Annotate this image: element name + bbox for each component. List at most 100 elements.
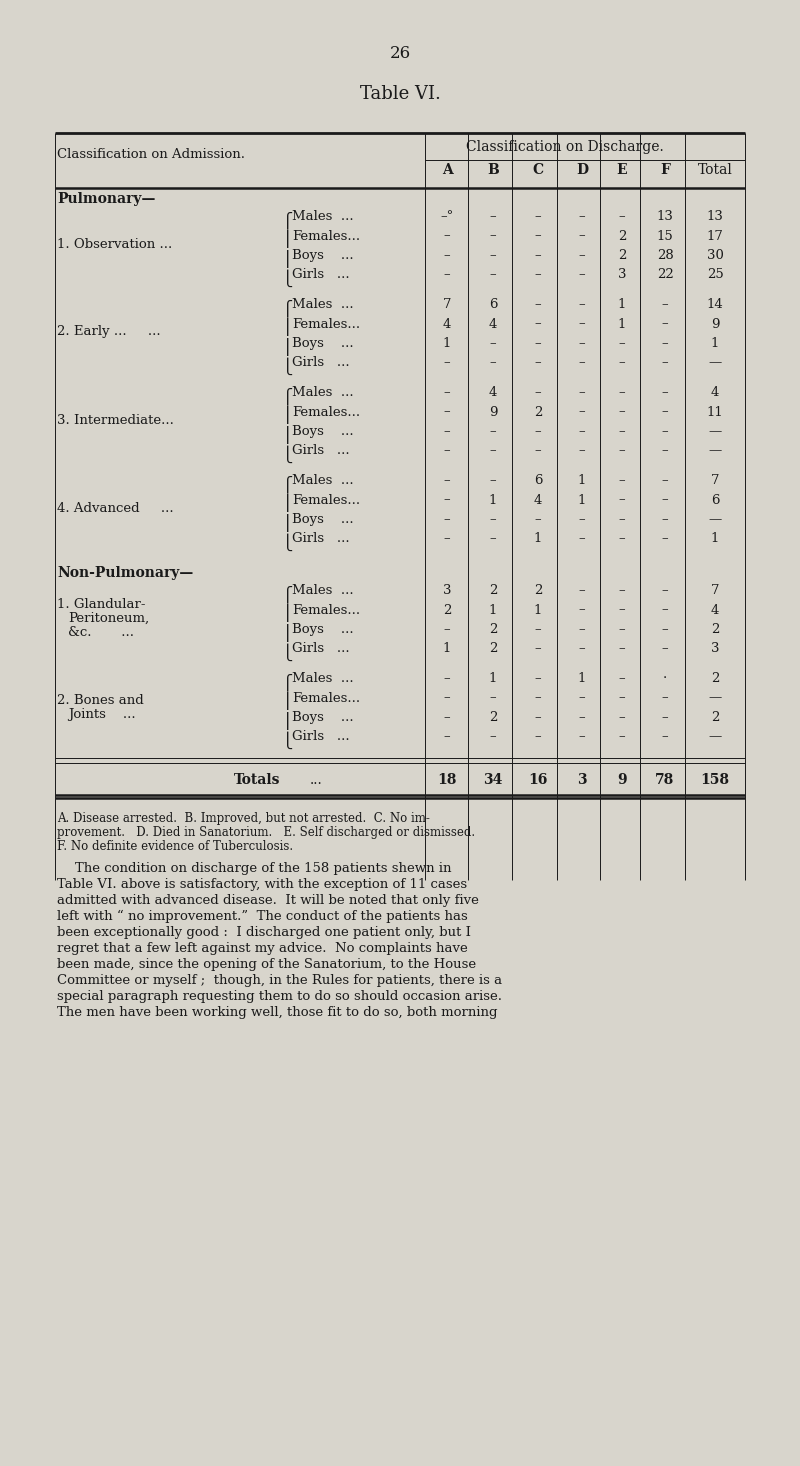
Text: –: – [444, 623, 450, 636]
Text: –: – [662, 730, 668, 743]
Text: –: – [534, 230, 542, 242]
Text: –: – [444, 386, 450, 399]
Text: —: — [708, 444, 722, 457]
Text: Males  ...: Males ... [292, 671, 354, 685]
Text: 1. Glandular-: 1. Glandular- [57, 598, 146, 611]
Text: ⎪: ⎪ [282, 604, 294, 623]
Text: 1: 1 [489, 604, 497, 617]
Text: 158: 158 [701, 773, 730, 787]
Text: –: – [618, 356, 626, 369]
Text: 4: 4 [489, 386, 497, 399]
Text: ⎧: ⎧ [282, 211, 294, 229]
Text: –: – [662, 623, 668, 636]
Text: 2: 2 [711, 671, 719, 685]
Text: –: – [534, 711, 542, 724]
Text: C: C [533, 163, 543, 177]
Text: –: – [618, 513, 626, 526]
Text: —: — [708, 692, 722, 705]
Text: Classification on Discharge.: Classification on Discharge. [466, 139, 664, 154]
Text: –: – [444, 692, 450, 705]
Text: Table VI.: Table VI. [359, 85, 441, 103]
Text: 4: 4 [534, 494, 542, 506]
Text: –: – [578, 356, 586, 369]
Text: 18: 18 [438, 773, 457, 787]
Text: ⎧: ⎧ [282, 387, 294, 405]
Text: A: A [442, 163, 452, 177]
Text: –: – [618, 494, 626, 506]
Text: –: – [578, 642, 586, 655]
Text: 1: 1 [711, 532, 719, 545]
Text: 34: 34 [483, 773, 502, 787]
Text: –: – [578, 623, 586, 636]
Text: –: – [444, 249, 450, 262]
Text: Table VI. above is satisfactory, with the exception of 11 cases: Table VI. above is satisfactory, with th… [57, 878, 467, 891]
Text: –°: –° [440, 210, 454, 223]
Text: –: – [618, 444, 626, 457]
Text: 2: 2 [489, 583, 497, 597]
Text: –: – [578, 386, 586, 399]
Text: ⎪: ⎪ [282, 625, 294, 642]
Text: 22: 22 [657, 268, 674, 281]
Text: The men have been working well, those fit to do so, both morning: The men have been working well, those fi… [57, 1006, 498, 1019]
Text: 2. Bones and: 2. Bones and [57, 693, 144, 707]
Text: ⎩: ⎩ [282, 644, 294, 661]
Text: –: – [662, 406, 668, 418]
Text: –: – [490, 692, 496, 705]
Text: –: – [578, 268, 586, 281]
Text: –: – [444, 730, 450, 743]
Text: –: – [662, 318, 668, 330]
Text: B: B [487, 163, 499, 177]
Text: –: – [578, 513, 586, 526]
Text: Males  ...: Males ... [292, 298, 354, 311]
Text: 2: 2 [711, 623, 719, 636]
Text: –: – [490, 532, 496, 545]
Text: Females...: Females... [292, 318, 360, 330]
Text: –: – [618, 623, 626, 636]
Text: 6: 6 [710, 494, 719, 506]
Text: admitted with advanced disease.  It will be noted that only five: admitted with advanced disease. It will … [57, 894, 479, 907]
Text: 30: 30 [706, 249, 723, 262]
Text: –: – [662, 711, 668, 724]
Text: 1: 1 [578, 671, 586, 685]
Text: 4: 4 [443, 318, 451, 330]
Text: 2: 2 [711, 711, 719, 724]
Text: –: – [578, 583, 586, 597]
Text: F: F [660, 163, 670, 177]
Text: Boys    ...: Boys ... [292, 711, 354, 724]
Text: ⎪: ⎪ [282, 406, 294, 425]
Text: ·: · [663, 671, 667, 685]
Text: 13: 13 [657, 210, 674, 223]
Text: ⎪: ⎪ [282, 427, 294, 444]
Text: F. No definite evidence of Tuberculosis.: F. No definite evidence of Tuberculosis. [57, 840, 293, 853]
Text: –: – [662, 494, 668, 506]
Text: 7: 7 [710, 474, 719, 487]
Text: –: – [662, 692, 668, 705]
Text: 3: 3 [618, 268, 626, 281]
Text: ⎪: ⎪ [282, 515, 294, 532]
Text: –: – [444, 494, 450, 506]
Text: –: – [490, 337, 496, 350]
Text: 2: 2 [489, 623, 497, 636]
Text: ⎪: ⎪ [282, 494, 294, 513]
Text: been made, since the opening of the Sanatorium, to the House: been made, since the opening of the Sana… [57, 957, 476, 970]
Text: 2: 2 [534, 583, 542, 597]
Text: 4: 4 [711, 604, 719, 617]
Text: 1: 1 [489, 494, 497, 506]
Text: Females...: Females... [292, 692, 360, 705]
Text: –: – [444, 230, 450, 242]
Text: 2: 2 [489, 642, 497, 655]
Text: Boys    ...: Boys ... [292, 623, 354, 636]
Text: Girls   ...: Girls ... [292, 642, 350, 655]
Text: ⎪: ⎪ [282, 230, 294, 249]
Text: —: — [708, 425, 722, 438]
Text: 2. Early ...     ...: 2. Early ... ... [57, 325, 161, 339]
Text: ⎪: ⎪ [282, 318, 294, 337]
Text: –: – [618, 604, 626, 617]
Text: –: – [618, 386, 626, 399]
Text: –: – [444, 268, 450, 281]
Text: –: – [534, 671, 542, 685]
Text: –: – [618, 671, 626, 685]
Text: –: – [444, 406, 450, 418]
Text: –: – [578, 249, 586, 262]
Text: Girls   ...: Girls ... [292, 444, 350, 457]
